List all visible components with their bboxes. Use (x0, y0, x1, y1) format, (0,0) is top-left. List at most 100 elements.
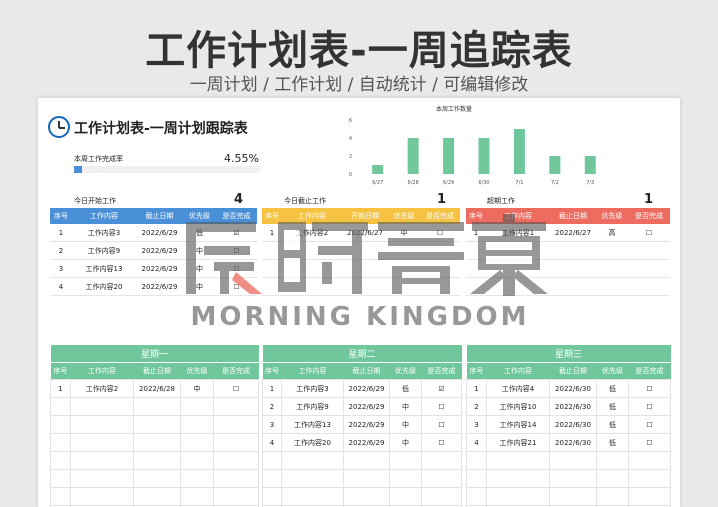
cell-date: 2022/6/29 (343, 397, 390, 416)
cell-priority: 中 (183, 241, 216, 260)
y-tick-label: 4 (349, 136, 352, 142)
table-row: 2 工作内容10 2022/6/30 低 ☐ (466, 397, 672, 416)
col-header-task: 工作内容 (70, 362, 134, 380)
empty-cell (262, 277, 282, 296)
hero-subtitle: 一周计划 / 工作计划 / 自动统计 / 可编辑修改 (189, 75, 529, 95)
cell-date: 2022/6/27 (550, 224, 596, 242)
cell-task: 工作内容10 (486, 397, 550, 416)
empty-cell (486, 277, 550, 296)
empty-cell (180, 451, 214, 470)
spreadsheet-sheet: 工作计划表-一周计划跟踪表 本周工作完成率 4.55% 本周工作数量 0 2 4 6 6/… (38, 98, 680, 507)
done-checkbox[interactable]: ☐ (212, 379, 260, 398)
empty-cell (342, 241, 388, 260)
today-start-label: 今日开始工作 (74, 197, 116, 205)
done-checkbox[interactable]: ☐ (627, 433, 672, 452)
done-checkbox[interactable]: ☐ (627, 397, 672, 416)
completion-rate-label: 本周工作完成率 (74, 155, 123, 163)
col-header-date: 截止日期 (133, 362, 181, 380)
done-checkbox[interactable]: ☐ (420, 433, 463, 452)
y-tick-label: 0 (349, 172, 352, 178)
empty-cell (262, 451, 282, 470)
col-header-index: 序号 (262, 208, 282, 224)
table-row (262, 451, 463, 470)
empty-cell (627, 469, 672, 488)
cell-index: 1 (466, 379, 487, 398)
col-header-done: 是否完成 (628, 362, 671, 380)
empty-cell (262, 469, 282, 488)
y-tick-label: 2 (349, 154, 352, 160)
cell-priority: 低 (183, 224, 216, 242)
col-header-date: 截止日期 (550, 208, 596, 224)
empty-cell (389, 469, 422, 488)
done-checkbox[interactable]: ☐ (216, 259, 257, 278)
empty-cell (133, 433, 181, 452)
table-row: 4 工作内容21 2022/6/30 低 ☐ (466, 433, 672, 452)
col-header-priority: 优先级 (180, 362, 214, 380)
empty-cell (50, 397, 71, 416)
table-row (262, 241, 460, 260)
completion-rate-value: 4.55% (224, 152, 259, 165)
empty-cell (486, 259, 550, 278)
today-due-count: 1 (437, 192, 447, 207)
done-checkbox[interactable]: ☐ (420, 224, 460, 242)
cell-priority: 中 (389, 433, 422, 452)
cell-index: 2 (50, 241, 72, 260)
overdue-table: 序号 工作内容 截止日期 优先级 是否完成 1 工作内容1 2022/6/27 高 ☐ (466, 208, 670, 296)
done-checkbox[interactable]: ☑ (216, 224, 257, 242)
cell-task: 工作内容13 (281, 415, 344, 434)
done-checkbox[interactable]: ☐ (420, 397, 463, 416)
empty-cell (550, 277, 596, 296)
table-row: 1 工作内容4 2022/6/30 低 ☐ (466, 379, 672, 398)
done-checkbox[interactable]: ☐ (420, 415, 463, 434)
done-checkbox[interactable]: ☐ (627, 415, 672, 434)
empty-cell (628, 277, 670, 296)
cell-index: 1 (466, 224, 486, 242)
cell-task: 工作内容21 (486, 433, 550, 452)
col-header-priority: 优先级 (183, 208, 216, 224)
cell-date: 2022/6/29 (136, 277, 183, 296)
table-row: 3 工作内容13 2022/6/29 中 ☐ (50, 259, 257, 278)
empty-cell (70, 487, 134, 506)
cell-task: 工作内容2 (282, 224, 342, 242)
table-row: 1 工作内容1 2022/6/27 高 ☐ (466, 224, 670, 242)
empty-cell (343, 487, 390, 506)
x-tick-label: 6/28 (408, 180, 419, 186)
col-header-done: 是否完成 (420, 208, 460, 224)
empty-cell (133, 451, 181, 470)
cell-date: 2022/6/29 (343, 415, 390, 434)
chart-bar (478, 138, 490, 174)
empty-cell (486, 487, 550, 506)
cell-task: 工作内容20 (72, 277, 136, 296)
done-checkbox[interactable]: ☐ (627, 379, 672, 398)
cell-task: 工作内容3 (72, 224, 136, 242)
table-row (466, 259, 670, 278)
overdue-label: 超期工作 (487, 197, 515, 205)
table-row: 1 工作内容3 2022/6/29 低 ☑ (262, 379, 463, 398)
cell-task: 工作内容3 (281, 379, 344, 398)
empty-cell (549, 451, 597, 470)
empty-cell (180, 487, 214, 506)
cell-date: 2022/6/30 (549, 379, 597, 398)
empty-cell (180, 433, 214, 452)
tuesday-title: 星期二 (262, 345, 462, 363)
empty-cell (420, 469, 463, 488)
done-checkbox[interactable]: ☑ (420, 379, 463, 398)
done-checkbox[interactable]: ☐ (628, 224, 670, 242)
empty-cell (420, 241, 460, 260)
col-header-priority: 优先级 (389, 362, 422, 380)
empty-cell (262, 259, 282, 278)
done-checkbox[interactable]: ☐ (216, 241, 257, 260)
col-header-date: 截止日期 (136, 208, 183, 224)
col-header-done: 是否完成 (421, 362, 462, 380)
cell-task: 工作内容20 (281, 433, 344, 452)
completion-progress-bar (74, 166, 260, 173)
monday-table: 星期一 序号 工作内容 截止日期 优先级 是否完成 1 工作内容2 2022/6/28 中 ☐ (50, 345, 260, 507)
empty-cell (420, 451, 463, 470)
empty-cell (628, 259, 670, 278)
empty-cell (262, 241, 282, 260)
empty-cell (628, 241, 670, 260)
done-checkbox[interactable]: ☐ (216, 277, 257, 296)
table-row (466, 451, 672, 470)
empty-cell (420, 277, 460, 296)
cell-date: 2022/6/30 (549, 433, 597, 452)
